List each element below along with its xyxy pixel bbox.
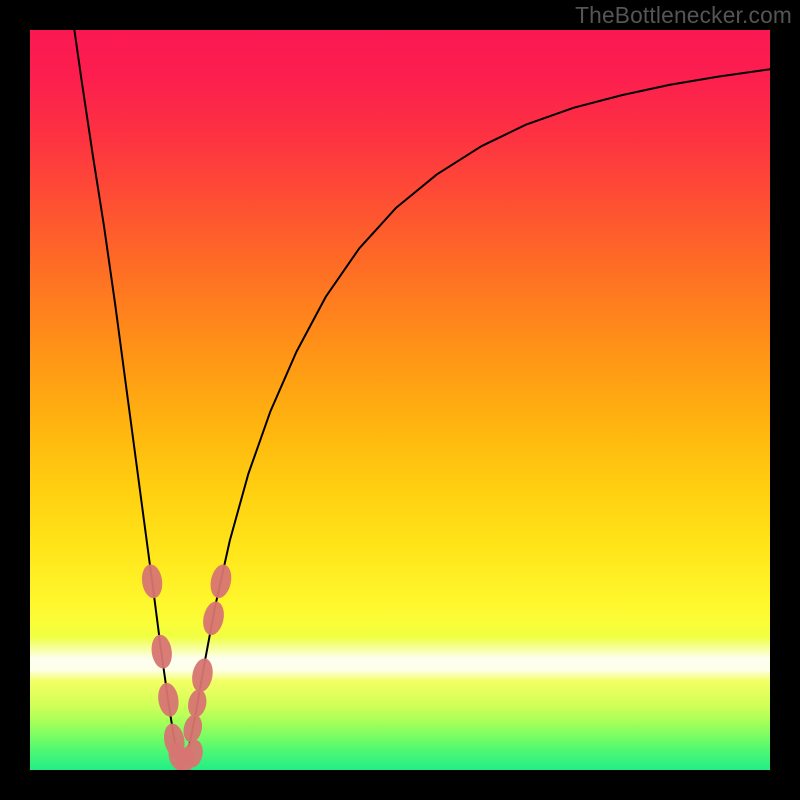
bottleneck-curve (74, 30, 770, 769)
marker-right-0 (190, 657, 216, 694)
marker-right-1 (200, 600, 226, 637)
watermark-text: TheBottlenecker.com (575, 2, 792, 29)
marker-right-s-1 (186, 688, 209, 719)
curve-layer (30, 30, 770, 770)
plot-area (30, 30, 770, 770)
marker-left-0 (140, 563, 164, 599)
marker-right-2 (208, 563, 234, 600)
marker-left-2 (156, 681, 181, 718)
chart-frame: TheBottlenecker.com (0, 0, 800, 800)
marker-left-1 (150, 633, 174, 669)
marker-right-s-0 (181, 713, 205, 744)
